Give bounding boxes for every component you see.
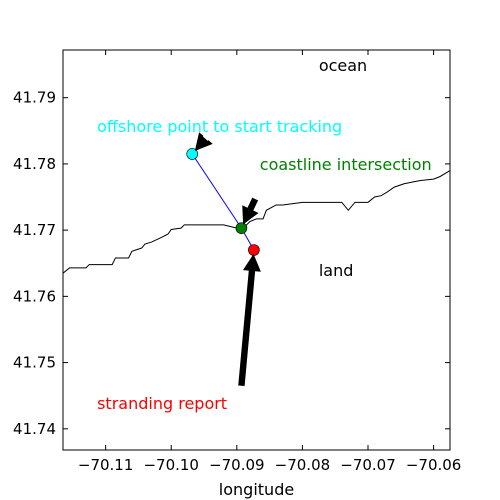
arrow-3	[238, 254, 261, 386]
y-tick-label: 41.77	[13, 221, 56, 239]
y-tick-label: 41.76	[13, 287, 56, 305]
stranding-point	[248, 245, 259, 256]
intersection-point	[236, 223, 247, 234]
x-axis-label: longitude	[219, 480, 294, 499]
annotation-1: offshore point to start tracking	[97, 117, 342, 136]
x-tick-label: −70.06	[406, 456, 462, 474]
x-tick-label: −70.10	[143, 456, 199, 474]
annotation-5: stranding report	[97, 394, 227, 413]
x-tick-label: −70.08	[275, 456, 331, 474]
y-tick-label: 41.79	[13, 89, 56, 107]
arrow-2	[242, 198, 258, 225]
annotation-2: coastline intersection	[260, 155, 432, 174]
x-tick-label: −70.07	[340, 456, 396, 474]
y-tick-label: 41.74	[13, 420, 56, 438]
annotation-4: land	[319, 261, 354, 280]
annotation-3: ocean	[319, 56, 367, 75]
x-tick-label: −70.09	[209, 456, 265, 474]
y-tick-label: 41.78	[13, 155, 56, 173]
y-tick-label: 41.75	[13, 354, 56, 372]
x-tick-label: −70.11	[78, 456, 134, 474]
track-line	[192, 154, 254, 250]
coastline-line	[63, 171, 450, 274]
